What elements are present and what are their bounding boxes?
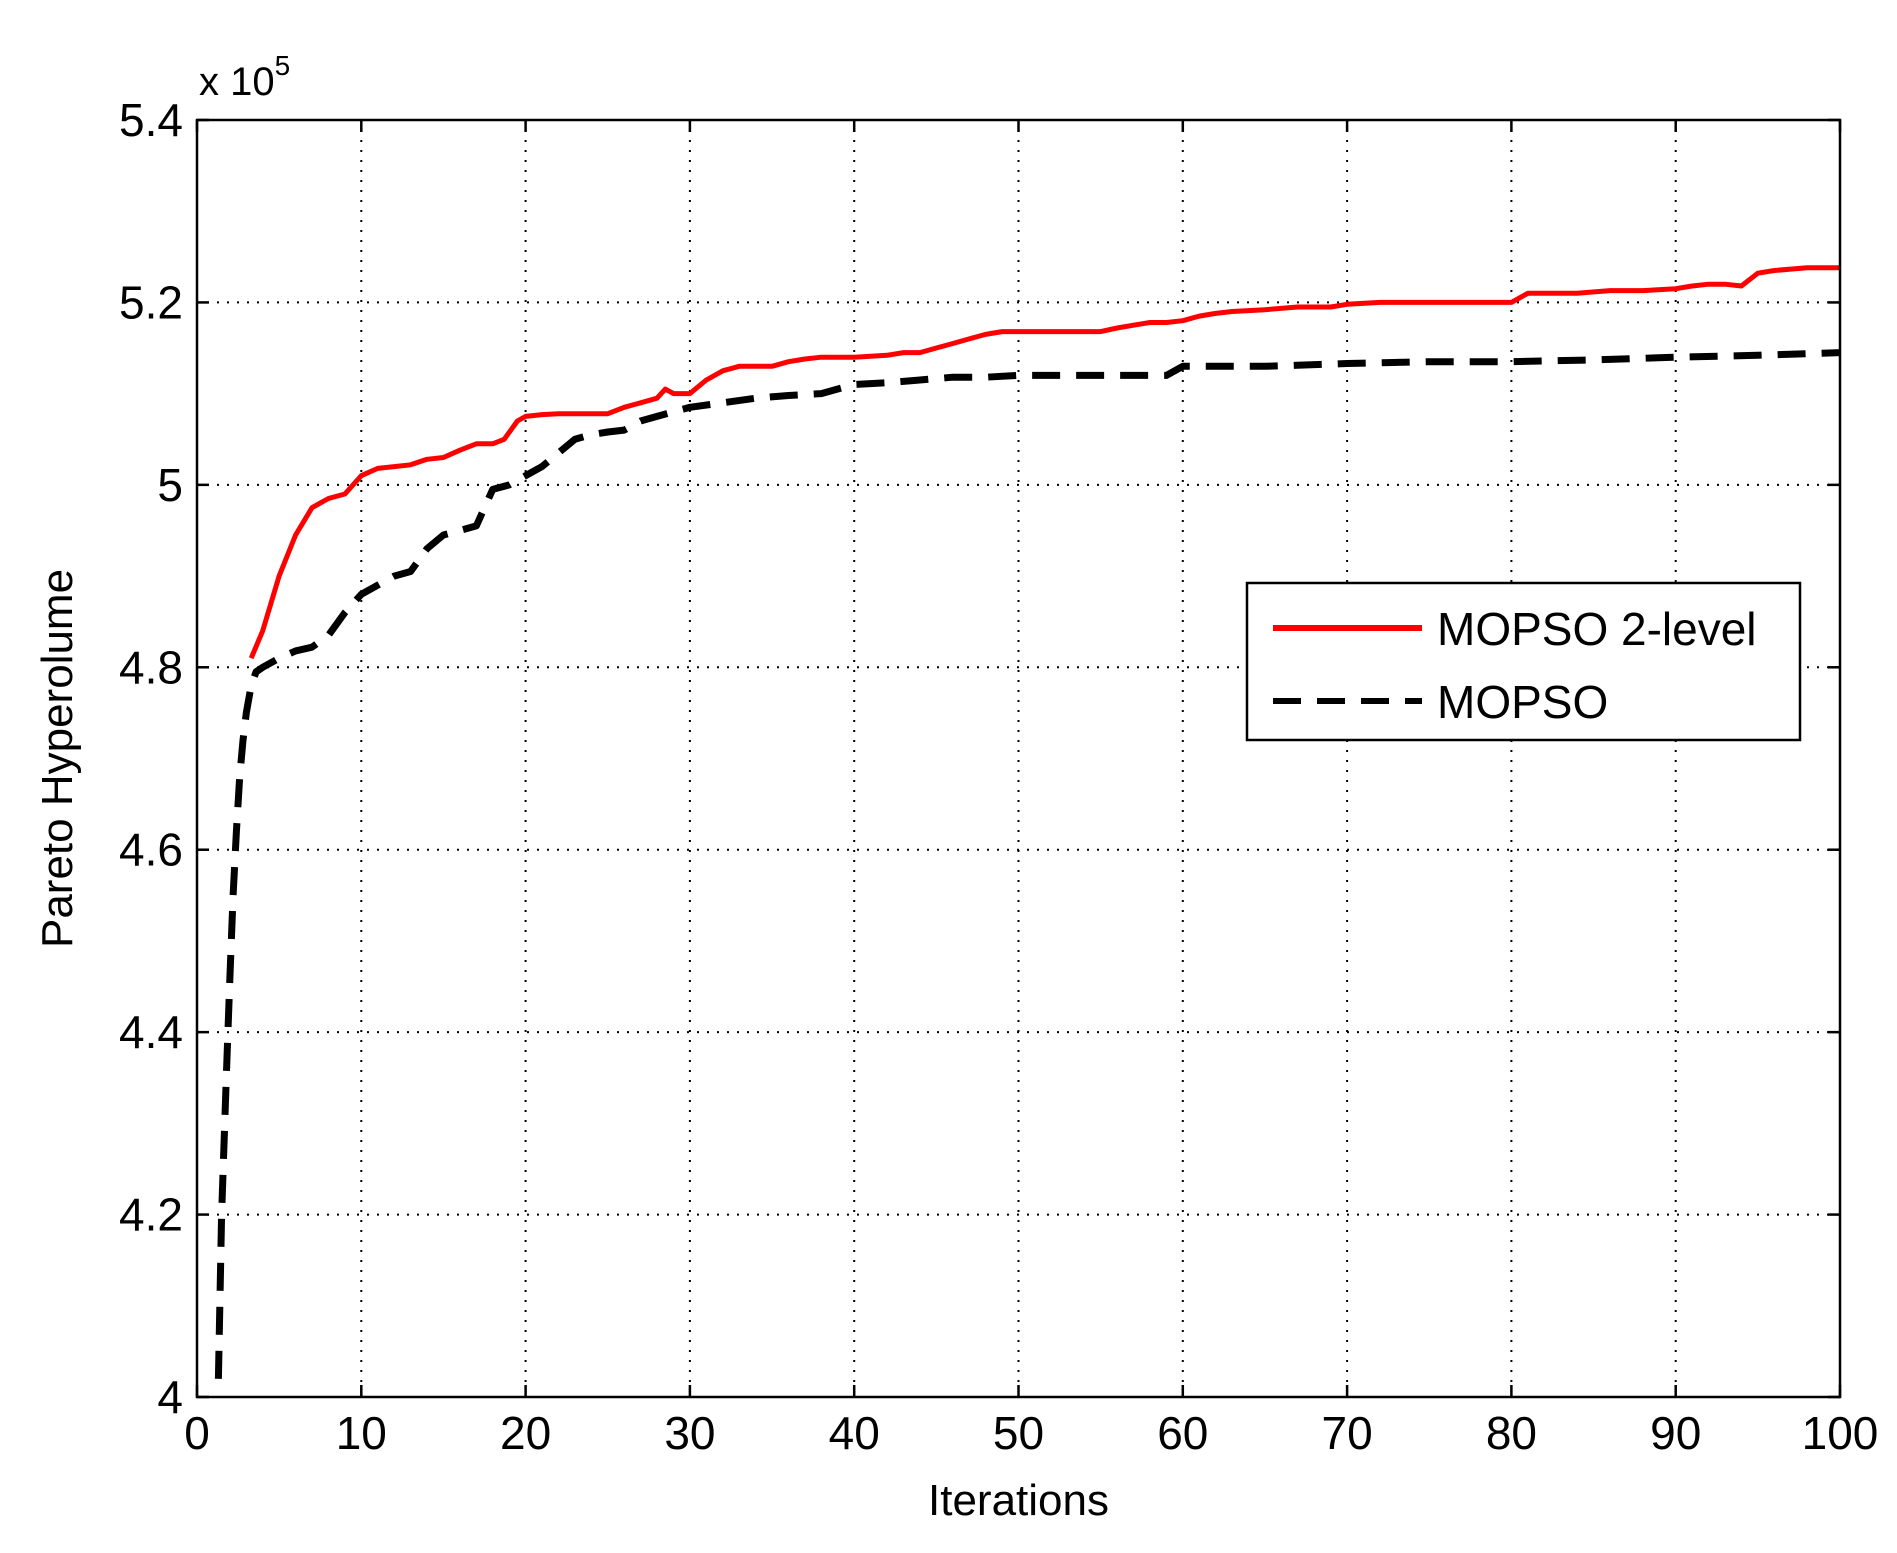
x-tick-label-4: 40 [829, 1407, 880, 1459]
legend-box [1245, 581, 1802, 742]
x-tick-label-7: 70 [1322, 1407, 1373, 1459]
y-tick-label-3: 4.6 [119, 824, 183, 876]
x-tick-label-1: 10 [336, 1407, 387, 1459]
y-axis-label: Pareto Hyperolume [33, 569, 82, 948]
x-tick-label-9: 90 [1650, 1407, 1701, 1459]
y-multiplier-exponent: 5 [275, 50, 291, 81]
y-tick-label-4: 4.8 [119, 641, 183, 693]
x-tick-label-3: 30 [664, 1407, 715, 1459]
x-tick-label-8: 80 [1486, 1407, 1537, 1459]
y-multiplier-base: x 10 [199, 60, 275, 104]
axis-ticks: 0 10 20 30 40 50 60 70 80 90 100 4 4.2 4.4 4.6 4.8 5 5.2 5… [119, 94, 1878, 1459]
y-tick-label-5: 5 [157, 459, 183, 511]
x-tick-label-5: 50 [993, 1407, 1044, 1459]
series-line-mopso [214, 349, 1841, 1379]
series-lines [214, 265, 1841, 1379]
legend: MOPSO 2-level MOPSO [1245, 581, 1802, 742]
x-axis-label: Iterations [928, 1476, 1109, 1525]
grid-lines [197, 120, 1840, 1397]
y-tick-label-0: 4 [157, 1371, 183, 1423]
x-tick-label-10: 100 [1802, 1407, 1879, 1459]
x-tick-label-2: 20 [500, 1407, 551, 1459]
x-tick-label-0: 0 [184, 1407, 210, 1459]
y-tick-label-1: 4.2 [119, 1189, 183, 1241]
y-tick-label-7: 5.4 [119, 94, 183, 146]
legend-entry-mopso-2-level: MOPSO 2-level [1437, 603, 1757, 655]
y-multiplier-label: x 105 [199, 50, 290, 104]
y-tick-label-6: 5.2 [119, 276, 183, 328]
legend-entry-mopso: MOPSO [1437, 676, 1608, 728]
x-tick-label-6: 60 [1157, 1407, 1208, 1459]
y-tick-label-2: 4.4 [119, 1006, 183, 1058]
series-line-mopso-2-level [248, 265, 1840, 660]
